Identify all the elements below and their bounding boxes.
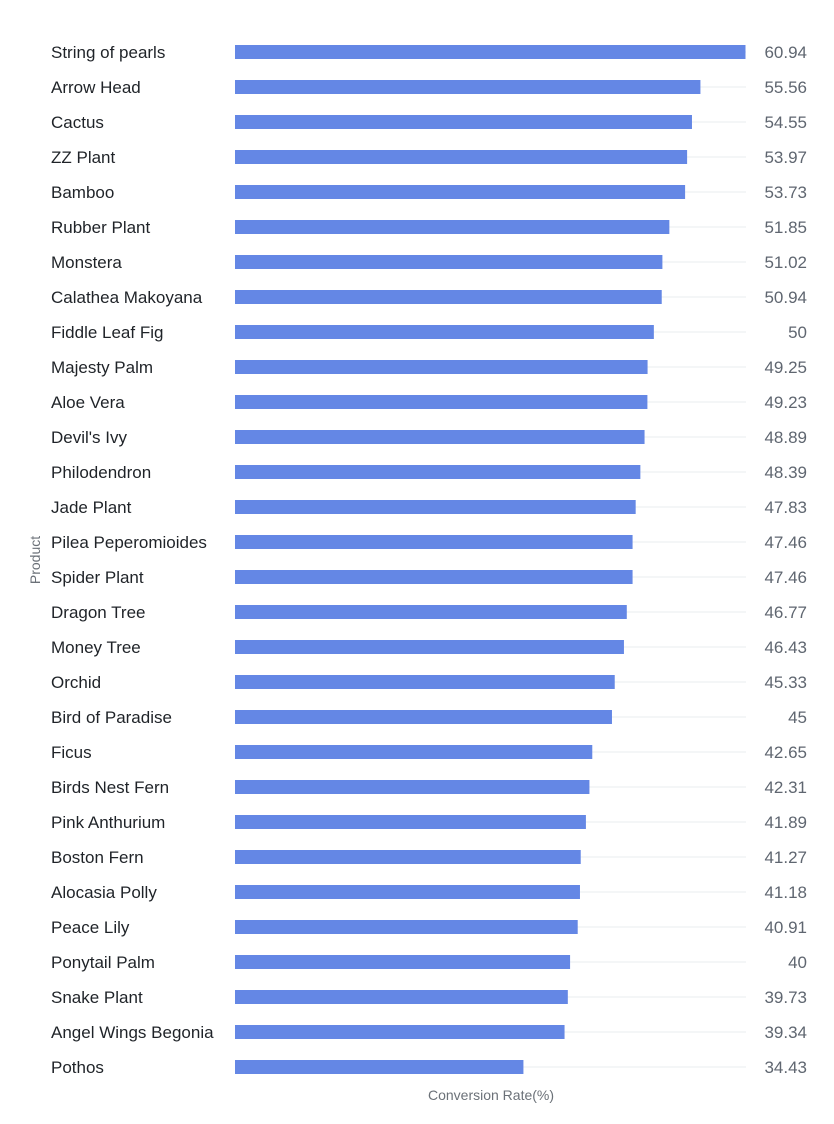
value-label: 54.55: [764, 113, 807, 132]
category-label: Bamboo: [51, 183, 114, 202]
category-label: Pothos: [51, 1058, 104, 1077]
category-label: Money Tree: [51, 638, 141, 657]
value-labels: 60.94 55.56 54.55 53.97 53.73 51.85 51.02 50.94…: [764, 43, 807, 1077]
category-label: Aloe Vera: [51, 393, 125, 412]
bar[interactable]: [235, 605, 627, 619]
category-label: Devil's Ivy: [51, 428, 127, 447]
value-label: 45.33: [764, 673, 807, 692]
category-label: Rubber Plant: [51, 218, 151, 237]
y-axis-title: Product: [27, 536, 43, 584]
category-label: Philodendron: [51, 463, 151, 482]
category-label: Jade Plant: [51, 498, 132, 517]
bar[interactable]: [235, 430, 645, 444]
value-label: 47.46: [764, 533, 807, 552]
category-label: Peace Lily: [51, 918, 130, 937]
value-label: 42.65: [764, 743, 807, 762]
category-label: Calathea Makoyana: [51, 288, 203, 307]
bar[interactable]: [235, 115, 692, 129]
value-label: 53.73: [764, 183, 807, 202]
bar[interactable]: [235, 500, 636, 514]
category-label: ZZ Plant: [51, 148, 116, 167]
bar[interactable]: [235, 815, 586, 829]
value-label: 50.94: [764, 288, 807, 307]
value-label: 53.97: [764, 148, 807, 167]
value-label: 47.46: [764, 568, 807, 587]
bar[interactable]: [235, 675, 615, 689]
category-labels: String of pearls Arrow Head Cactus ZZ Plant…: [51, 43, 214, 1077]
value-label: 50: [788, 323, 807, 342]
bar[interactable]: [235, 920, 578, 934]
category-label: Bird of Paradise: [51, 708, 172, 727]
category-label: Alocasia Polly: [51, 883, 157, 902]
category-label: Dragon Tree: [51, 603, 146, 622]
value-label: 48.39: [764, 463, 807, 482]
bar[interactable]: [235, 955, 571, 969]
category-label: Angel Wings Begonia: [51, 1023, 214, 1042]
bars: [235, 45, 746, 1074]
value-label: 49.23: [764, 393, 807, 412]
bar[interactable]: [235, 885, 580, 899]
category-label: String of pearls: [51, 43, 165, 62]
bar[interactable]: [235, 535, 633, 549]
category-label: Fiddle Leaf Fig: [51, 323, 163, 342]
category-label: Pilea Peperomioides: [51, 533, 207, 552]
bar[interactable]: [235, 780, 590, 794]
category-label: Orchid: [51, 673, 101, 692]
bar[interactable]: [235, 465, 641, 479]
bar[interactable]: [235, 395, 648, 409]
bar[interactable]: [235, 990, 568, 1004]
value-label: 40.91: [764, 918, 807, 937]
bar[interactable]: [235, 640, 624, 654]
value-label: 40: [788, 953, 807, 972]
value-label: 46.77: [764, 603, 807, 622]
value-label: 47.83: [764, 498, 807, 517]
gridlines: [235, 51, 746, 1068]
bar[interactable]: [235, 710, 612, 724]
value-label: 41.18: [764, 883, 807, 902]
value-label: 45: [788, 708, 807, 727]
value-label: 34.43: [764, 1058, 807, 1077]
bar[interactable]: [235, 80, 701, 94]
category-label: Ficus: [51, 743, 92, 762]
value-label: 60.94: [764, 43, 807, 62]
bar[interactable]: [235, 1060, 524, 1074]
bar[interactable]: [235, 45, 746, 59]
bar[interactable]: [235, 325, 654, 339]
category-label: Arrow Head: [51, 78, 141, 97]
bar[interactable]: [235, 570, 633, 584]
value-label: 49.25: [764, 358, 807, 377]
bar[interactable]: [235, 360, 648, 374]
category-label: Birds Nest Fern: [51, 778, 169, 797]
value-label: 51.02: [764, 253, 807, 272]
value-label: 51.85: [764, 218, 807, 237]
category-label: Snake Plant: [51, 988, 143, 1007]
value-label: 48.89: [764, 428, 807, 447]
value-label: 41.27: [764, 848, 807, 867]
category-label: Ponytail Palm: [51, 953, 155, 972]
category-label: Cactus: [51, 113, 104, 132]
value-label: 42.31: [764, 778, 807, 797]
bar[interactable]: [235, 1025, 565, 1039]
bar[interactable]: [235, 185, 686, 199]
bar[interactable]: [235, 850, 581, 864]
bar[interactable]: [235, 255, 663, 269]
value-label: 55.56: [764, 78, 807, 97]
value-label: 41.89: [764, 813, 807, 832]
value-label: 39.73: [764, 988, 807, 1007]
value-label: 46.43: [764, 638, 807, 657]
category-label: Spider Plant: [51, 568, 144, 587]
bar[interactable]: [235, 150, 688, 164]
bar[interactable]: [235, 290, 662, 304]
category-label: Majesty Palm: [51, 358, 153, 377]
value-label: 39.34: [764, 1023, 807, 1042]
category-label: Boston Fern: [51, 848, 144, 867]
bar[interactable]: [235, 220, 670, 234]
category-label: Monstera: [51, 253, 122, 272]
category-label: Pink Anthurium: [51, 813, 165, 832]
x-axis-title: Conversion Rate(%): [428, 1087, 554, 1103]
bar[interactable]: [235, 745, 593, 759]
